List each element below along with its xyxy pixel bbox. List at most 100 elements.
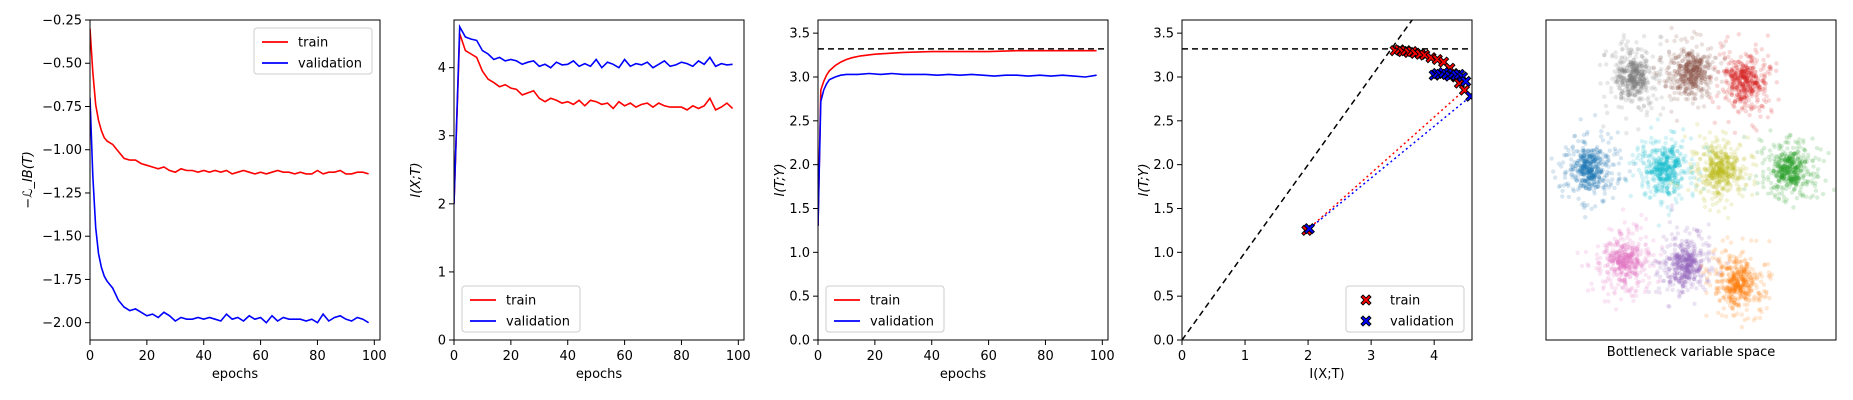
cluster-point <box>1659 184 1665 190</box>
cluster-point <box>1781 172 1787 177</box>
cluster-point <box>1710 184 1716 189</box>
axes-4: 0 1 2 3 40.00.51.01.52.02.53.03.5I(X;T)I(T;Y… <box>1137 19 1473 382</box>
cluster-point <box>1651 65 1657 70</box>
cluster-point <box>1586 175 1591 180</box>
cluster-point <box>1683 72 1688 77</box>
cluster-point <box>1785 169 1790 174</box>
cluster-point <box>1737 67 1743 73</box>
cluster-point <box>1721 163 1726 168</box>
cluster-point <box>1698 61 1704 66</box>
plot-area <box>1549 20 1836 330</box>
cluster-point <box>1744 261 1749 267</box>
cluster-point <box>1734 65 1739 70</box>
cluster-point <box>1761 104 1766 110</box>
cluster-point <box>1694 75 1699 81</box>
cluster-point <box>1771 168 1777 174</box>
cluster-point <box>1791 187 1797 192</box>
cluster-point <box>1677 162 1682 168</box>
cluster-point <box>1745 135 1751 140</box>
cluster-point <box>1613 148 1618 154</box>
cluster-point <box>1754 58 1760 63</box>
cluster-point <box>1730 68 1735 73</box>
cluster-point <box>1717 298 1722 303</box>
cluster-point <box>1604 270 1610 275</box>
cluster-point <box>1736 187 1741 192</box>
cluster-point <box>1634 293 1639 298</box>
cluster-point <box>1639 84 1644 90</box>
cluster-point <box>1639 263 1644 268</box>
cluster-point <box>1618 256 1623 261</box>
cluster-point <box>1691 70 1696 76</box>
cluster-point <box>1672 164 1678 169</box>
cluster-point <box>1613 307 1619 312</box>
cluster-point <box>1642 151 1648 156</box>
cluster-point <box>1690 81 1695 87</box>
cluster-point <box>1711 184 1716 189</box>
cluster-point <box>1690 91 1695 96</box>
cluster-point <box>1629 72 1635 78</box>
cluster-point <box>1651 156 1657 161</box>
cluster-point <box>1719 79 1725 85</box>
cluster-point <box>1690 35 1695 40</box>
cluster-point <box>1633 67 1638 72</box>
cluster-point <box>1572 134 1577 139</box>
cluster-point <box>1726 70 1731 75</box>
cluster-point <box>1623 42 1629 48</box>
cluster-point <box>1662 152 1667 157</box>
cluster-point <box>1729 92 1735 98</box>
cluster-point <box>1645 170 1650 175</box>
cluster-point <box>1675 70 1680 75</box>
cluster-point <box>1669 137 1674 142</box>
cluster-point <box>1636 105 1641 110</box>
cluster-point <box>1801 174 1806 180</box>
cluster-point <box>1737 80 1742 85</box>
cluster-point <box>1686 68 1691 73</box>
cluster-point <box>1732 71 1737 76</box>
cluster-point <box>1690 60 1696 65</box>
cluster-point <box>1682 77 1688 83</box>
cluster-point <box>1733 73 1738 78</box>
cluster-point <box>1695 74 1700 80</box>
cluster-point <box>1719 174 1725 179</box>
cluster-point <box>1789 161 1794 166</box>
cluster-point <box>1646 275 1652 280</box>
cluster-point <box>1665 148 1670 153</box>
cluster-point <box>1702 69 1708 74</box>
cluster-point <box>1625 92 1631 98</box>
cluster-point <box>1765 262 1771 267</box>
cluster-point <box>1631 79 1636 85</box>
cluster-point <box>1771 168 1776 173</box>
cluster-point <box>1658 42 1663 47</box>
cluster-point <box>1644 163 1650 169</box>
cluster-point <box>1621 258 1626 263</box>
cluster-point <box>1831 187 1836 192</box>
cluster-point <box>1629 79 1635 84</box>
cluster-point <box>1679 37 1684 42</box>
cluster-point <box>1754 80 1760 85</box>
cluster-point <box>1758 67 1764 73</box>
cluster-point <box>1585 262 1590 267</box>
cluster-point <box>1790 161 1795 166</box>
cluster-point <box>1629 68 1634 73</box>
cluster-point <box>1650 149 1655 154</box>
cluster-point <box>1696 234 1702 239</box>
cluster-point <box>1637 79 1643 84</box>
cluster-point <box>1783 170 1789 175</box>
cluster-point <box>1713 183 1719 188</box>
cluster-point <box>1675 61 1680 66</box>
cluster-point <box>1736 93 1742 98</box>
cluster-point <box>1678 63 1683 69</box>
cluster-point <box>1627 77 1633 83</box>
cluster-point <box>1715 83 1720 89</box>
cluster-point <box>1698 189 1704 194</box>
cluster-point <box>1583 158 1589 164</box>
cluster-point <box>1738 294 1744 299</box>
cluster-point <box>1553 175 1558 180</box>
cluster-point <box>1610 248 1616 253</box>
cluster-point <box>1729 79 1735 85</box>
cluster-point <box>1717 165 1723 170</box>
cluster-point <box>1572 174 1578 179</box>
cluster-point <box>1709 169 1715 174</box>
cluster-point <box>1681 64 1686 69</box>
diagonal-line <box>1182 20 1413 340</box>
